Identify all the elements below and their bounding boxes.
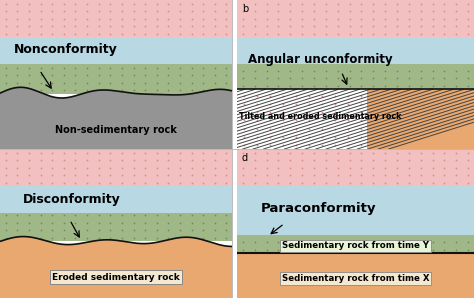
Bar bbox=[0, 186, 232, 213]
Bar bbox=[237, 0, 474, 37]
Bar bbox=[237, 89, 367, 149]
Text: Paraconformity: Paraconformity bbox=[261, 202, 376, 215]
Text: Disconformity: Disconformity bbox=[23, 193, 121, 206]
Text: d: d bbox=[242, 153, 248, 164]
Text: Nonconformity: Nonconformity bbox=[14, 43, 118, 56]
Bar bbox=[237, 37, 474, 64]
Text: Angular unconformity: Angular unconformity bbox=[247, 53, 392, 66]
Bar bbox=[0, 213, 232, 241]
Bar bbox=[237, 186, 474, 235]
Text: Eroded sedimentary rock: Eroded sedimentary rock bbox=[52, 273, 180, 282]
Bar bbox=[0, 37, 232, 64]
Text: Sedimentary rock from time X: Sedimentary rock from time X bbox=[282, 274, 429, 283]
Text: Tilted and eroded sedimentary rock: Tilted and eroded sedimentary rock bbox=[239, 112, 401, 121]
Bar bbox=[237, 149, 474, 186]
Bar bbox=[367, 89, 474, 149]
Bar bbox=[0, 0, 232, 37]
Text: Sedimentary rock from time Y: Sedimentary rock from time Y bbox=[282, 241, 429, 250]
Bar bbox=[237, 253, 474, 298]
Text: b: b bbox=[242, 4, 248, 15]
Bar bbox=[0, 149, 232, 186]
Bar bbox=[237, 235, 474, 253]
Bar bbox=[0, 64, 232, 94]
Text: Non-sedimentary rock: Non-sedimentary rock bbox=[55, 125, 177, 135]
Bar bbox=[237, 64, 474, 89]
